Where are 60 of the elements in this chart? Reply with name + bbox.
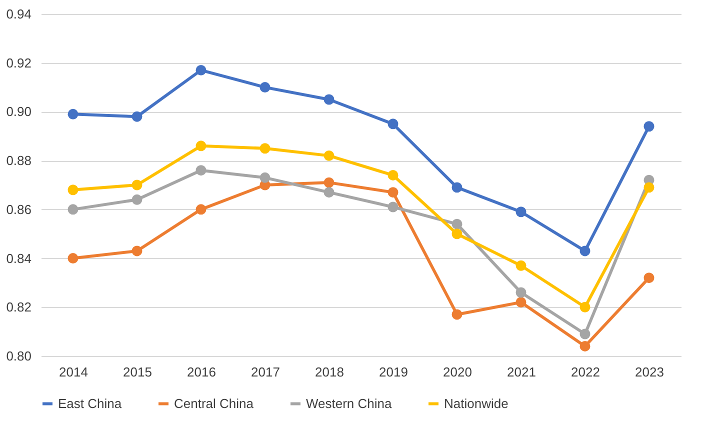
point <box>132 180 142 190</box>
x-tick-label: 2023 <box>635 364 664 380</box>
point <box>260 172 270 183</box>
point <box>68 253 78 264</box>
x-tick-label: 2022 <box>571 364 600 380</box>
point <box>452 309 462 320</box>
point <box>516 297 526 308</box>
point <box>132 246 142 256</box>
point <box>68 184 78 196</box>
point <box>260 143 270 154</box>
y-tick-label: 0.92 <box>6 55 32 70</box>
point <box>580 246 590 256</box>
point <box>388 118 398 130</box>
point <box>580 302 590 312</box>
x-tick-label: 2021 <box>507 364 536 380</box>
y-tick-label: 0.82 <box>6 300 32 315</box>
x-tick-label: 2018 <box>315 364 344 380</box>
point <box>452 228 462 240</box>
legend-label: Central China <box>174 396 254 411</box>
point <box>644 182 654 193</box>
point <box>452 218 462 230</box>
point <box>132 111 142 122</box>
point <box>644 272 654 284</box>
point <box>196 204 206 215</box>
point <box>324 187 334 198</box>
point <box>644 121 654 132</box>
legend-label: East China <box>58 396 122 411</box>
point <box>196 140 206 152</box>
x-tick-label: 2020 <box>443 364 472 380</box>
point <box>580 340 590 352</box>
point <box>324 94 334 105</box>
point <box>516 260 526 271</box>
point <box>132 194 142 205</box>
y-tick-label: 0.94 <box>6 6 32 22</box>
x-tick-label: 2016 <box>187 364 216 380</box>
point <box>580 328 590 340</box>
y-tick-label: 0.86 <box>6 202 32 217</box>
point <box>68 108 78 120</box>
y-tick-label: 0.90 <box>6 104 32 120</box>
point <box>452 182 462 193</box>
point <box>516 287 526 298</box>
point <box>196 165 206 176</box>
point <box>324 150 334 161</box>
legend-label: Western China <box>306 396 393 411</box>
point <box>68 204 78 215</box>
point <box>260 82 270 93</box>
y-tick-label: 0.88 <box>6 153 32 168</box>
x-tick-label: 2017 <box>251 364 280 380</box>
x-tick-label: 2019 <box>379 364 408 380</box>
point <box>196 64 206 76</box>
point <box>388 170 398 180</box>
x-tick-label: 2015 <box>123 364 152 380</box>
point <box>388 187 398 198</box>
legend-label: Nationwide <box>444 396 508 411</box>
x-tick-label: 2014 <box>59 364 88 380</box>
point <box>516 206 526 218</box>
y-tick-label: 0.84 <box>6 250 32 266</box>
point <box>324 177 334 188</box>
y-tick-label: 0.80 <box>6 348 32 364</box>
point <box>388 202 398 212</box>
